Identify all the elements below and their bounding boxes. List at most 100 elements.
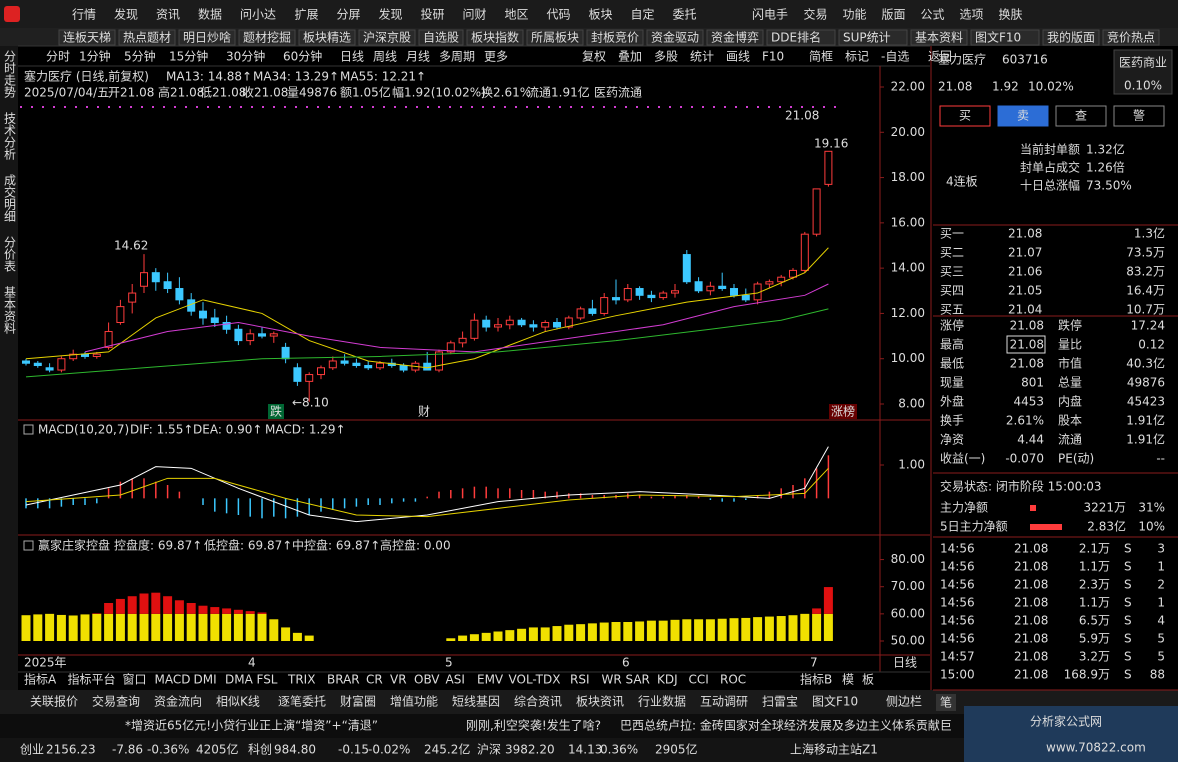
side-tab[interactable]: 成交明细 [3,174,17,222]
indicator-tab[interactable]: KDJ [657,673,678,687]
function-button[interactable]: 短线基因 [452,695,500,709]
menu-item[interactable]: 问小达 [240,8,276,22]
period-tab[interactable]: 更多 [484,50,508,64]
tool-button[interactable]: -自选 [881,50,909,64]
function-button[interactable]: 扫雷宝 [762,695,798,709]
menu-item[interactable]: 版面 [882,8,906,22]
menu-item[interactable]: 换肤 [999,7,1023,22]
indicator-tab[interactable]: 指标平台 [68,672,116,687]
indicator-tab[interactable]: FSL [257,673,278,687]
indicator-tab[interactable]: CCI [689,673,709,687]
tool-button[interactable]: F10 [762,50,784,64]
period-tab[interactable]: 日线 [340,50,364,64]
function-button[interactable]: 侧边栏 [886,694,922,709]
toolbar-button[interactable] [910,29,968,46]
toolbar-button[interactable] [178,29,236,46]
toolbar-label[interactable]: 竞价热点 [1107,31,1155,45]
indicator-tab[interactable]: TRIX [287,673,315,687]
indicator-tab[interactable]: RSI [570,673,590,687]
action-button[interactable] [939,105,991,127]
toolbar-button[interactable] [766,29,836,46]
toolbar-button[interactable] [586,29,644,46]
toolbar-button[interactable] [358,29,416,46]
toolbar-button[interactable] [526,29,584,46]
indicator-tab[interactable]: VOL-TDX [509,673,561,687]
indicator-tab[interactable]: SAR [626,673,650,687]
toolbar-button[interactable] [238,29,296,46]
side-tab[interactable]: 分价表 [3,236,17,272]
indicator-tab[interactable]: 模 [842,673,854,687]
function-button[interactable]: 相似K线 [216,695,260,709]
tool-button[interactable]: 复权 [582,50,606,64]
indicator-tab[interactable]: BRAR [327,673,360,687]
tool-button[interactable]: 返回 [928,50,952,64]
indicator-tab[interactable]: WR [602,673,622,687]
tool-button[interactable]: 简框 [809,50,833,64]
period-tab[interactable]: 15分钟 [169,49,208,64]
toolbar-button[interactable] [706,29,764,46]
period-tab[interactable]: 月线 [406,50,430,64]
tool-button[interactable]: 多股 [654,50,678,64]
tool-button[interactable]: 统计 [690,50,714,64]
menu-item[interactable]: 自定 [631,7,655,22]
toolbar-button[interactable] [466,29,524,46]
function-button[interactable]: 图文F10 [812,694,858,709]
function-button[interactable]: 行业数据 [638,694,686,709]
period-tab[interactable]: 60分钟 [283,49,322,64]
toolbar-button[interactable] [118,29,176,46]
toolbar-label[interactable]: 图文F10 [975,30,1021,45]
toolbar-button[interactable] [418,29,464,46]
function-button[interactable]: 综合资讯 [514,694,562,709]
toolbar-label[interactable]: 我的版面 [1047,30,1095,45]
tool-button[interactable]: 叠加 [618,50,642,64]
indicator-tab[interactable]: OBV [414,673,440,687]
indicator-tab[interactable]: 指标A [24,672,57,687]
action-button[interactable] [1113,105,1165,127]
toolbar-button[interactable] [970,29,1040,46]
menu-item[interactable]: 功能 [843,8,867,22]
period-tab[interactable]: 1分钟 [79,49,111,64]
action-label[interactable]: 卖 [1017,109,1029,123]
toolbar-label[interactable]: 封板竞价 [591,31,639,45]
function-button[interactable]: 增值功能 [390,694,438,709]
tool-button[interactable]: 标记 [845,50,869,64]
menu-item[interactable]: 行情 [72,8,96,22]
side-tab[interactable]: 基本资料 [3,286,17,334]
menu-item[interactable]: 扩展 [295,8,319,22]
menu-item[interactable]: 发现 [114,7,138,22]
menu-item[interactable]: 选项 [960,8,984,22]
news-item[interactable]: 刚刚,利空突袭!发生了啥? [466,718,601,733]
function-button[interactable]: 逐笔委托 [278,694,326,709]
tool-button[interactable]: 画线 [726,50,750,64]
menu-item[interactable]: 投研 [421,7,445,22]
function-button[interactable]: 互动调研 [700,695,748,709]
toolbar-button[interactable] [646,29,704,46]
menu-item[interactable]: 委托 [673,8,697,22]
menu-item[interactable]: 交易 [804,7,828,22]
toolbar-label[interactable]: 连板天梯 [63,30,111,45]
indicator-tab[interactable]: 板 [862,673,874,687]
indicator-tab[interactable]: DMA [225,673,254,687]
side-tab[interactable]: 技术分析 [3,112,17,161]
indicator-tab[interactable]: ASI [446,673,465,687]
action-label[interactable]: 警 [1133,108,1145,123]
menu-item[interactable]: 分屏 [337,8,361,22]
toolbar-label[interactable]: 题材挖掘 [243,30,291,45]
indicator-tab[interactable]: DMI [194,673,217,687]
function-button[interactable]: 资金流向 [154,694,202,709]
indicator-tab[interactable]: CR [366,673,383,687]
menu-item[interactable]: 代码 [547,8,571,22]
action-label[interactable]: 查 [1075,109,1087,123]
function-button[interactable]: 财富圈 [340,694,376,709]
panel-tab[interactable] [936,694,956,711]
toolbar-label[interactable]: 板块指数 [471,30,519,45]
toolbar-button[interactable] [1042,29,1100,46]
action-button[interactable] [997,105,1049,127]
toolbar-label[interactable]: 沪深京股 [363,31,411,45]
panel-tab-label[interactable]: 笔 [940,695,952,710]
toolbar-button[interactable] [838,29,908,46]
menu-item[interactable]: 闪电手 [752,8,788,22]
side-tab[interactable]: 分时走势 [3,50,17,98]
function-button[interactable]: 交易查询 [92,694,140,709]
toolbar-label[interactable]: DDE排名 [771,30,821,45]
